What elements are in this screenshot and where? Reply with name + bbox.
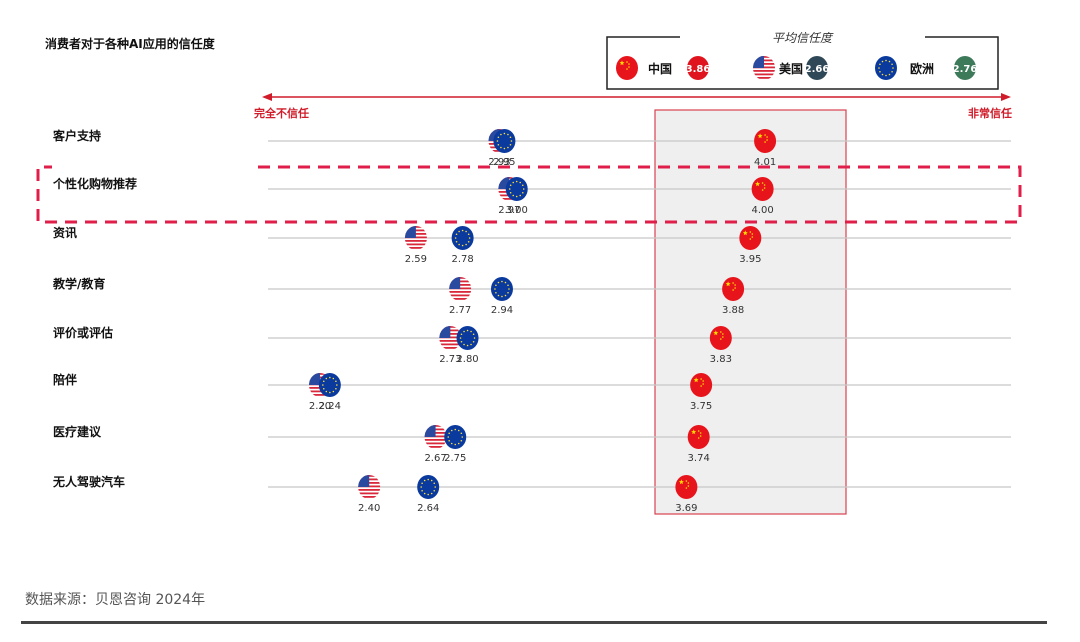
data-point-china: [675, 475, 698, 499]
category-label: 客户支持: [52, 128, 101, 143]
legend-label: 美国: [779, 61, 803, 76]
axis-right-label: 非常信任: [968, 106, 1012, 120]
axis-left-label: 完全不信任: [254, 106, 309, 120]
footer-divider: [21, 621, 1047, 624]
data-point-china: [739, 226, 762, 250]
data-point-eu: [493, 129, 516, 153]
usa-flag-icon: [753, 56, 775, 80]
data-point-eu: [456, 326, 479, 350]
data-label-china: 3.74: [688, 453, 710, 464]
data-source: 数据来源：贝恩咨询 2024年: [25, 592, 206, 608]
category-label: 个性化购物推荐: [52, 176, 137, 191]
data-point-eu: [490, 277, 513, 301]
data-point-usa: [439, 326, 462, 350]
legend-label: 欧洲: [910, 61, 934, 76]
data-point-china: [754, 129, 777, 153]
data-label-usa: 2.20: [309, 401, 331, 412]
data-point-eu: [505, 177, 528, 201]
data-point-eu: [444, 425, 467, 449]
data-label-eu: 2.95: [493, 157, 515, 168]
highlight-box: [36, 165, 1022, 224]
data-label-china: 3.95: [739, 254, 761, 265]
data-label-usa: 2.59: [405, 254, 427, 265]
data-point-china: [722, 277, 745, 301]
data-label-eu: 2.75: [444, 453, 466, 464]
legend: 平均信任度 中国 3.86 美国 2.66 欧洲 2.76: [606, 31, 999, 90]
trust-axis: 完全不信任 非常信任: [254, 93, 1012, 120]
legend-average-badge: [687, 56, 709, 80]
data-label-china: 3.75: [690, 401, 712, 412]
china-flag-icon: [616, 56, 638, 80]
data-label-china: 3.69: [675, 503, 697, 514]
legend-average-badge: [954, 56, 976, 80]
eu-flag-icon: [875, 56, 897, 80]
data-point-eu: [451, 226, 474, 250]
data-label-usa: 2.67: [424, 453, 446, 464]
data-label-usa: 2.73: [439, 354, 461, 365]
china-region-box: [654, 109, 847, 515]
legend-label: 中国: [648, 61, 672, 76]
data-label-eu: 2.64: [417, 503, 439, 514]
data-label-eu: 2.94: [491, 305, 513, 316]
data-label-china: 3.88: [722, 305, 744, 316]
legend-title: 平均信任度: [772, 31, 834, 45]
category-label: 陪伴: [53, 372, 77, 387]
legend-average-value: 2.76: [953, 64, 978, 75]
category-label: 医疗建议: [53, 424, 102, 439]
data-label-usa: 2.93: [488, 157, 510, 168]
data-point-china: [709, 326, 732, 350]
data-label-usa: 2.77: [449, 305, 471, 316]
data-point-usa: [449, 277, 472, 301]
data-label-eu: 2.78: [451, 254, 473, 265]
data-point-usa: [424, 425, 447, 449]
data-point-eu: [417, 475, 440, 499]
category-label: 教学/教育: [52, 276, 105, 291]
axis-left-arrow-icon: [262, 93, 272, 101]
data-label-china: 3.83: [710, 354, 732, 365]
data-label-china: 4.01: [754, 157, 776, 168]
axis-right-arrow-icon: [1001, 93, 1011, 101]
legend-average-value: 2.66: [805, 64, 830, 75]
category-label: 无人驾驶汽车: [52, 474, 125, 489]
data-label-china: 4.00: [751, 205, 773, 216]
legend-frame: [606, 36, 999, 90]
data-label-eu: 2.24: [319, 401, 341, 412]
data-point-usa: [358, 475, 381, 499]
data-point-china: [751, 177, 774, 201]
data-point-china: [690, 373, 713, 397]
data-point-usa: [404, 226, 427, 250]
data-point-china: [687, 425, 710, 449]
data-label-usa: 2.97: [498, 205, 520, 216]
chart-title: 消费者对于各种AI应用的信任度: [45, 36, 216, 51]
data-label-usa: 2.40: [358, 503, 380, 514]
legend-average-value: 3.86: [686, 64, 711, 75]
legend-average-badge: [806, 56, 828, 80]
data-label-eu: 3.00: [506, 205, 528, 216]
category-label: 评价或评估: [53, 325, 113, 340]
data-label-eu: 2.80: [456, 354, 478, 365]
data-point-eu: [318, 373, 341, 397]
category-label: 资讯: [53, 225, 77, 240]
